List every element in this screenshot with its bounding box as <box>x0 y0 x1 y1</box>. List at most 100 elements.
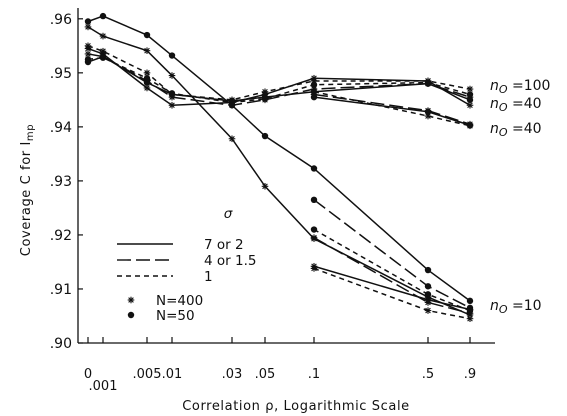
y-tick-label: .94 <box>50 120 72 136</box>
legend-marker-label: N=50 <box>156 308 195 324</box>
x-tick-label: .005 <box>133 367 162 382</box>
series-line <box>87 15 471 302</box>
data-point <box>424 108 432 115</box>
star-stroke <box>144 85 150 91</box>
series-line <box>313 267 471 320</box>
series-line <box>313 199 471 309</box>
data-point <box>84 42 92 50</box>
star-stroke <box>425 307 431 314</box>
data-point <box>228 102 236 109</box>
chart-axes: .96.95.94.93.92.91.900.001.005.01.03.05.… <box>50 8 495 394</box>
legend-title: σ <box>224 206 233 222</box>
data-point <box>99 12 107 20</box>
star-stroke <box>467 315 473 322</box>
data-point <box>310 165 318 172</box>
data-point <box>143 47 151 54</box>
y-tick-label: .93 <box>50 174 72 190</box>
data-point <box>143 75 151 82</box>
data-point <box>84 18 92 25</box>
legend-marker-label: N=400 <box>156 293 203 309</box>
series-line <box>87 26 471 316</box>
data-point <box>168 72 176 79</box>
star-stroke <box>467 86 473 92</box>
y-tick-label: .90 <box>50 336 72 352</box>
star-stroke <box>311 88 317 95</box>
star-stroke <box>311 265 317 272</box>
data-point <box>466 85 474 93</box>
data-point <box>143 31 151 39</box>
star-stroke <box>467 310 473 317</box>
series-line <box>313 228 471 312</box>
x-tick-label: .9 <box>464 367 476 382</box>
data-point <box>466 96 474 104</box>
data-point <box>424 283 432 290</box>
star-stroke <box>85 51 91 57</box>
data-point <box>466 309 474 317</box>
data-point <box>228 135 236 143</box>
x-tick-label: 0 <box>84 367 92 382</box>
data-point <box>261 95 269 102</box>
star-stroke <box>262 88 268 95</box>
y-tick-label: .92 <box>50 228 72 244</box>
data-point <box>424 79 432 86</box>
y-tick-label: .91 <box>50 282 72 298</box>
legend-line-label: 4 or 1.5 <box>204 253 256 269</box>
data-point <box>261 88 269 96</box>
data-point <box>310 81 318 88</box>
star-stroke <box>100 48 106 55</box>
data-point <box>424 266 432 274</box>
data-point <box>99 32 107 40</box>
y-tick-label: .96 <box>50 12 72 28</box>
data-point <box>466 101 474 109</box>
star-stroke <box>425 299 431 306</box>
star-stroke <box>128 297 134 303</box>
x-tick-label: .001 <box>89 379 118 394</box>
x-tick-label: .5 <box>422 367 434 382</box>
star-stroke <box>169 102 175 109</box>
data-point <box>466 297 474 305</box>
data-point <box>310 234 318 241</box>
x-tick-label: .05 <box>255 367 276 382</box>
data-point <box>424 307 432 314</box>
series-annotation: nO =40 <box>490 96 542 114</box>
data-point <box>310 93 318 101</box>
data-point <box>84 23 92 31</box>
data-point <box>261 132 269 140</box>
data-point <box>168 52 176 59</box>
series-line <box>87 45 471 101</box>
series-annotation: nO =40 <box>490 121 542 139</box>
data-point <box>168 90 176 97</box>
data-point <box>310 88 318 96</box>
star-stroke <box>100 33 106 39</box>
legend-line-label: 7 or 2 <box>204 237 244 253</box>
star-stroke <box>169 72 175 79</box>
series-annotation: nO =10 <box>490 298 542 316</box>
data-point <box>84 50 92 58</box>
star-stroke <box>85 43 91 49</box>
x-axis-label: Correlation ρ, Logarithmic Scale <box>182 399 410 414</box>
data-point <box>84 56 92 63</box>
data-point <box>143 84 151 92</box>
data-point <box>168 101 176 109</box>
y-axis-label: Coverage C for Imp <box>19 124 36 256</box>
data-point <box>143 69 151 77</box>
x-tick-label: .03 <box>222 367 243 382</box>
star-stroke <box>144 70 150 76</box>
star-stroke <box>467 102 473 109</box>
series-line <box>313 91 471 127</box>
series-line <box>313 265 471 311</box>
series-annotation: nO =100 <box>490 78 550 96</box>
legend-marker-star <box>127 296 135 304</box>
data-point <box>99 47 107 55</box>
x-tick-label: .01 <box>162 367 183 382</box>
star-stroke <box>311 234 317 241</box>
data-point <box>424 291 432 298</box>
x-tick-label: .1 <box>308 367 320 382</box>
data-point <box>466 122 474 129</box>
data-point <box>466 91 474 98</box>
data-point <box>261 183 269 190</box>
data-point <box>99 54 107 61</box>
